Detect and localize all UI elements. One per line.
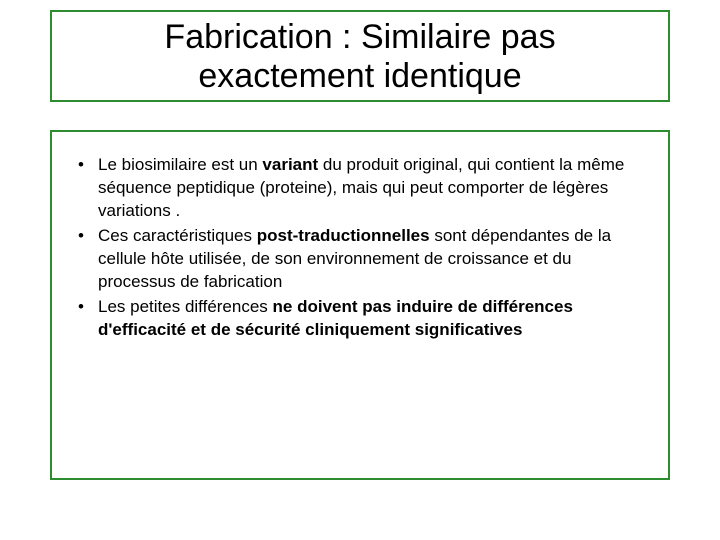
- slide-title: Fabrication : Similaire pas exactement i…: [62, 18, 658, 96]
- title-line-1: Fabrication : Similaire pas: [164, 18, 555, 56]
- bullet-text: Les petites différences: [98, 297, 273, 316]
- content-box: Le biosimilaire est un variant du produi…: [50, 130, 670, 480]
- bullet-bold: post-traductionnelles: [257, 226, 430, 245]
- bullet-text: Le biosimilaire est un: [98, 155, 262, 174]
- bullet-list: Le biosimilaire est un variant du produi…: [70, 154, 650, 342]
- list-item: Ces caractéristiques post-traductionnell…: [70, 225, 650, 294]
- list-item: Le biosimilaire est un variant du produi…: [70, 154, 650, 223]
- title-box: Fabrication : Similaire pas exactement i…: [50, 10, 670, 102]
- bullet-bold: variant: [262, 155, 318, 174]
- title-line-2: exactement identique: [198, 57, 521, 95]
- bullet-text: Ces caractéristiques: [98, 226, 257, 245]
- list-item: Les petites différences ne doivent pas i…: [70, 296, 650, 342]
